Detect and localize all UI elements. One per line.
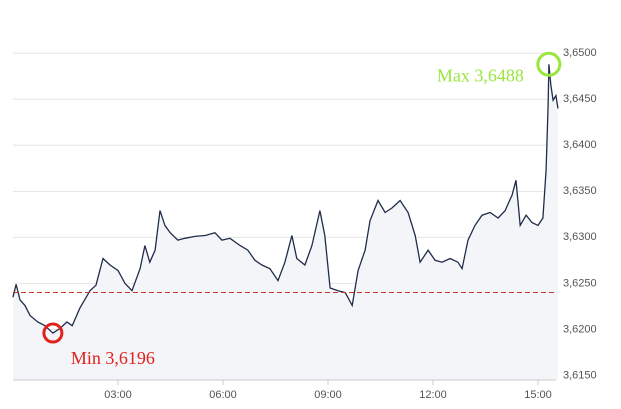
annotation-label: Min 3,6196 [71,348,155,368]
y-tick-label: 3,6450 [563,93,597,105]
y-tick-label: 3,6200 [563,323,597,335]
annotation-marker [42,322,64,344]
x-tick-label: 03:00 [104,389,132,401]
y-tick-label: 3,6300 [563,231,597,243]
y-tick-label: 3,6400 [563,139,597,151]
y-tick-label: 3,6500 [563,47,597,59]
x-tick-label: 09:00 [314,389,342,401]
annotation-marker [536,51,562,77]
x-tick-label: 06:00 [209,389,237,401]
x-tick-label: 12:00 [419,389,447,401]
area [13,64,558,381]
annotation-label: Max 3,6488 [437,65,524,85]
y-tick-label: 3,6350 [563,185,597,197]
y-tick-label: 3,6250 [563,277,597,289]
y-tick-label: 3,6150 [563,369,597,381]
x-tick-label: 15:00 [524,389,552,401]
line [12,64,559,334]
